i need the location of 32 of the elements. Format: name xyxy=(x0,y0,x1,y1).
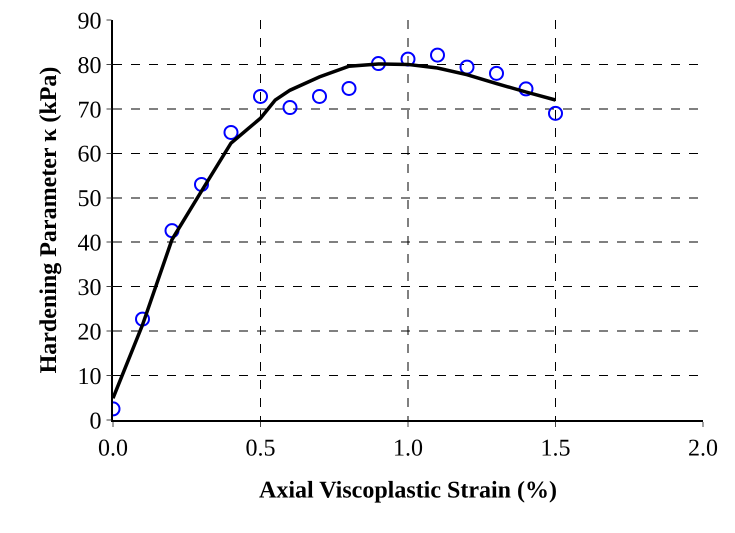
y-axis-title: Hardening Parameter κ (kPa) xyxy=(36,66,62,374)
y-tick-label: 60 xyxy=(77,142,102,168)
y-tick-label: 40 xyxy=(77,230,102,257)
point xyxy=(342,80,356,96)
point xyxy=(194,176,209,192)
x-tick-label: 0.0 xyxy=(98,436,128,462)
point xyxy=(400,52,416,67)
point xyxy=(253,88,268,104)
point xyxy=(164,223,180,238)
x-axis-title: Axial Viscoplastic Strain (%) xyxy=(259,477,557,504)
y-tick-label: 50 xyxy=(77,186,102,212)
point xyxy=(312,88,327,104)
y-tick-label: 0 xyxy=(89,408,102,434)
point xyxy=(430,48,445,63)
point xyxy=(371,56,386,72)
x-tick-label: 1.0 xyxy=(393,436,423,462)
y-tick-label: 20 xyxy=(77,320,102,346)
point xyxy=(135,312,150,327)
y-tick-label: 90 xyxy=(77,8,102,34)
point xyxy=(282,100,298,116)
y-tick-label: 10 xyxy=(77,364,102,390)
point xyxy=(489,66,504,81)
x-tick-label: 0.5 xyxy=(246,436,276,462)
x-tick-label: 2.0 xyxy=(688,436,718,462)
point xyxy=(548,106,563,121)
x-tick-label: 1.5 xyxy=(540,436,570,462)
y-tick-label: 70 xyxy=(77,97,102,124)
y-tick-label: 80 xyxy=(77,52,102,79)
y-tick-label: 30 xyxy=(77,275,102,302)
point xyxy=(224,124,238,140)
point xyxy=(518,81,534,96)
point xyxy=(460,60,474,75)
